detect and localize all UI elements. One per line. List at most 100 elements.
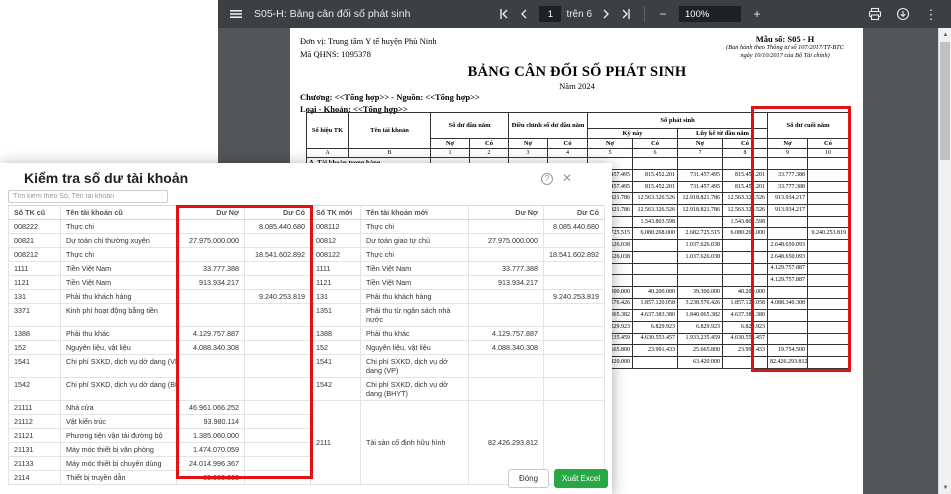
new-debit-value <box>468 247 544 262</box>
doc-chapter-line: Chương: <<Tổng hợp>> - Nguồn: <<Tổng hợp… <box>300 92 480 102</box>
new-debit-value <box>468 377 544 401</box>
check-account-balance-dialog: Kiểm tra số dư tài khoản ? ✕ Số TK cũ Tê… <box>0 163 612 494</box>
modal-table-row: 1388 Phải thu khác 4.129.757.887 1388 Phải t… <box>8 326 605 341</box>
menu-icon[interactable] <box>226 4 246 24</box>
old-account-name: Chi phí SXKD, dịch vụ dở dang (VP) <box>60 354 177 378</box>
new-account-name: Tiền Việt Nam <box>360 261 469 276</box>
col-header-cumulative: Lũy kế từ đầu năm <box>677 128 769 139</box>
new-account-name: Chi phí SXKD, dịch vụ dở dang (BHYT) <box>360 377 469 401</box>
modal-table-row: 1541 Chi phí SXKD, dịch vụ dở dang (VP) 15… <box>8 354 605 378</box>
old-account-name: Tiền Việt Nam <box>60 275 177 290</box>
new-account-name: Dự toán giao tự chủ <box>360 233 469 248</box>
next-page-icon[interactable] <box>596 4 616 24</box>
new-account-name: Thực chi <box>360 219 469 234</box>
new-account-no: 131 <box>310 289 361 304</box>
new-account-no: 152 <box>310 340 361 355</box>
old-credit-value <box>244 326 311 341</box>
scroll-up-icon[interactable]: ▲ <box>942 31 949 38</box>
doc-form-no: Mẫu số: S05 - H <box>755 34 815 44</box>
zoom-in-icon[interactable]: + <box>753 7 761 21</box>
old-account-no: 21131 <box>8 442 61 457</box>
new-debit-value <box>468 289 544 304</box>
old-credit-value <box>244 261 311 276</box>
new-debit-value: 4.129.757.887 <box>468 326 544 341</box>
zoom-out-icon[interactable]: − <box>659 7 667 21</box>
old-account-no: 1542 <box>8 377 61 401</box>
old-account-no: 152 <box>8 340 61 355</box>
old-account-no: 131 <box>8 289 61 304</box>
new-debit-value: 33.777.388 <box>468 261 544 276</box>
modal-table-row: 008222 Thực chi 8.085.440.680 008112 Thực ch… <box>8 219 605 234</box>
new-account-no: 008122 <box>310 247 361 262</box>
new-account-name: Tiền Việt Nam <box>360 275 469 290</box>
doc-type-line: Loại - Khoản: <<Tổng hợp>> <box>300 104 408 114</box>
col-header-account-name: Tên tài khoản <box>348 112 431 149</box>
old-debit-value: 1.385.060.000 <box>176 428 245 443</box>
doc-qhns-line: Mã QHNS: 1095378 <box>300 49 371 59</box>
print-icon[interactable] <box>865 4 885 24</box>
old-account-name: Thiết bị truyền dẫn <box>60 470 177 485</box>
new-account-name: Chi phí SXKD, dịch vụ dở dang (VP) <box>360 354 469 378</box>
old-credit-value <box>244 354 311 378</box>
scroll-down-icon[interactable]: ▼ <box>942 484 949 491</box>
old-account-no: 3371 <box>8 303 61 327</box>
more-options-icon[interactable]: ⋮ <box>924 6 938 22</box>
old-credit-value <box>244 414 311 429</box>
new-credit-value: 18.541.602.892 <box>543 247 605 262</box>
new-account-no: 1388 <box>310 326 361 341</box>
scrollbar-thumb[interactable] <box>940 42 950 160</box>
old-account-name: Máy móc thiết bị chuyên dùng <box>60 456 177 471</box>
new-debit-value <box>468 354 544 378</box>
zoom-level-display[interactable]: 100% <box>679 6 742 22</box>
export-excel-button[interactable]: Xuất Excel <box>554 469 608 488</box>
page-number-input[interactable] <box>539 6 562 22</box>
old-debit-value: 24.014.996.367 <box>176 456 245 471</box>
doc-title: BẢNG CÂN ĐỐI SỐ PHÁT SINH <box>467 64 687 80</box>
old-credit-value: 18.541.602.892 <box>244 247 311 262</box>
old-credit-value: 9.240.253.819 <box>244 289 311 304</box>
old-credit-value <box>244 470 311 485</box>
col-header-debit: Nợ <box>508 138 549 149</box>
old-account-name: Nguyên liệu, vật liệu <box>60 340 177 355</box>
modal-table-row: 21131 Máy móc thiết bị văn phòng 1.474.070… <box>8 442 605 457</box>
close-button[interactable]: Đóng <box>508 469 549 488</box>
old-debit-value: 93.980.114 <box>176 414 245 429</box>
new-credit-value <box>543 377 605 401</box>
old-credit-value <box>244 377 311 401</box>
old-account-name: Phải thu khác <box>60 326 177 341</box>
old-credit-value <box>244 456 311 471</box>
new-credit-value <box>543 233 605 248</box>
old-account-name: Kinh phí hoạt động bằng tiền <box>60 303 177 327</box>
help-icon[interactable]: ? <box>541 173 553 185</box>
new-account-name: Thực chi <box>360 247 469 262</box>
vertical-scrollbar[interactable]: ▲ ▼ <box>938 28 951 494</box>
first-page-icon[interactable] <box>494 4 514 24</box>
close-icon[interactable]: ✕ <box>562 171 573 185</box>
modal-table-row: 21111 Nhà cửa 46.961.066.252 2111 Tài sản cố… <box>8 400 605 485</box>
new-account-no: 1541 <box>310 354 361 378</box>
col-header-credit: Có <box>547 138 589 149</box>
col-new-account-name: Tên tài khoản mới <box>360 205 469 220</box>
search-input[interactable] <box>8 190 168 203</box>
new-credit-value <box>543 303 605 327</box>
old-debit-value: 27.975.000.000 <box>176 233 245 248</box>
old-account-name: Chi phí SXKD, dịch vụ dở dang (BHYT) <box>60 377 177 401</box>
col-header-credit: Có <box>632 138 679 149</box>
new-debit-value: 27.975.000.000 <box>468 233 544 248</box>
page-total-label: trên 6 <box>566 8 593 20</box>
last-page-icon[interactable] <box>616 4 636 24</box>
col-new-account-no: Số TK mới <box>310 205 361 220</box>
col-header-account-no: Số hiệu TK <box>306 112 349 149</box>
new-account-no: 1121 <box>310 275 361 290</box>
old-account-no: 008222 <box>8 219 61 234</box>
prev-page-icon[interactable] <box>514 4 534 24</box>
new-account-name: Phải thu khác <box>360 326 469 341</box>
modal-table-header-row: Số TK cũ Tên tài khoản cũ Dư Nợ Dư Có Số… <box>8 205 605 220</box>
new-credit-value <box>543 354 605 378</box>
col-header-closing: Số dư cuối năm <box>767 112 850 139</box>
download-icon[interactable] <box>893 4 913 24</box>
old-account-no: 008212 <box>8 247 61 262</box>
old-account-no: 21112 <box>8 414 61 429</box>
modal-table-row: 1111 Tiền Việt Nam 33.777.388 1111 Tiền Việt… <box>8 261 605 276</box>
old-debit-value: 69.000.000 <box>176 470 245 485</box>
